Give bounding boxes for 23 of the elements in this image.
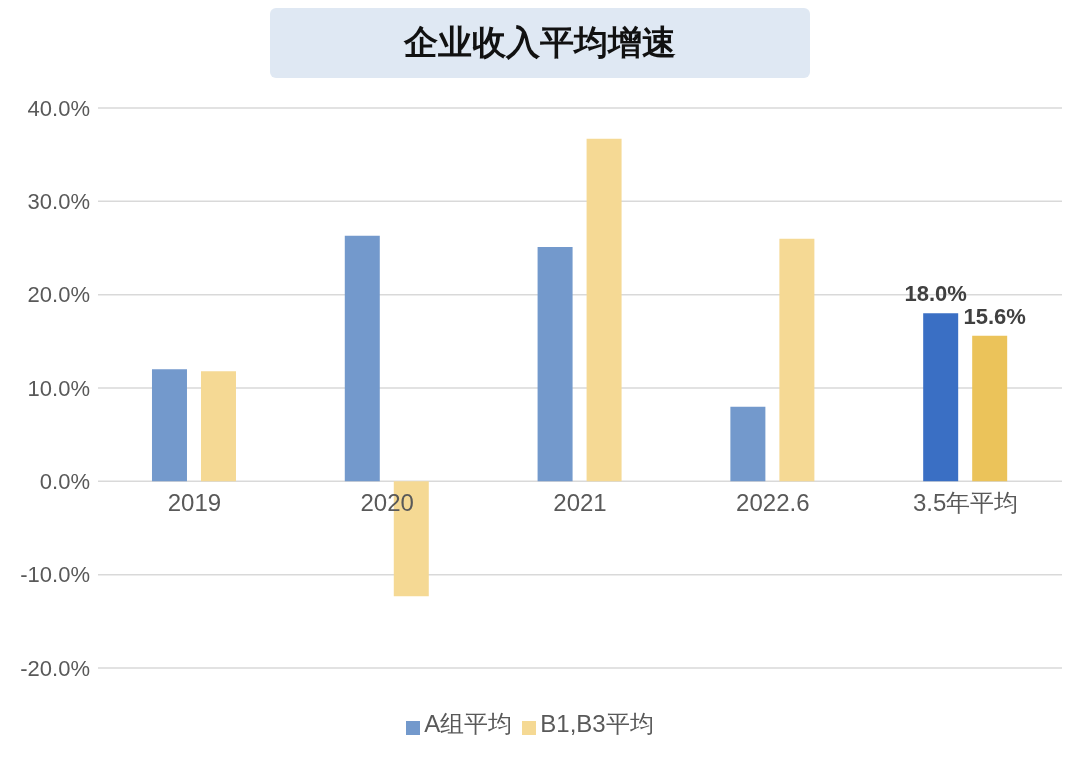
chart-title: 企业收入平均增速 <box>270 8 810 78</box>
x-tick-label: 3.5年平均 <box>912 489 1019 517</box>
legend-label: A组平均 <box>424 710 513 737</box>
bar <box>537 247 573 482</box>
x-tick-label: 2019 <box>167 489 222 517</box>
bar <box>200 371 236 482</box>
x-tick-label: 2022.6 <box>736 489 810 517</box>
bar <box>151 369 187 482</box>
bar <box>586 138 622 482</box>
bar <box>923 313 959 482</box>
y-tick-label: 0.0% <box>39 469 90 495</box>
legend-label: B1,B3平均 <box>540 710 654 737</box>
y-tick-label: 20.0% <box>27 282 90 308</box>
y-tick-label: -20.0% <box>20 655 90 681</box>
bar <box>972 335 1008 482</box>
bar <box>344 235 380 482</box>
y-tick-label: 40.0% <box>27 95 90 121</box>
y-tick-label: -10.0% <box>20 562 90 588</box>
x-tick-label: 2021 <box>553 489 607 517</box>
bar <box>730 406 766 482</box>
bar <box>779 238 815 482</box>
y-tick-label: 10.0% <box>27 375 90 401</box>
y-tick-label: 30.0% <box>27 189 90 215</box>
